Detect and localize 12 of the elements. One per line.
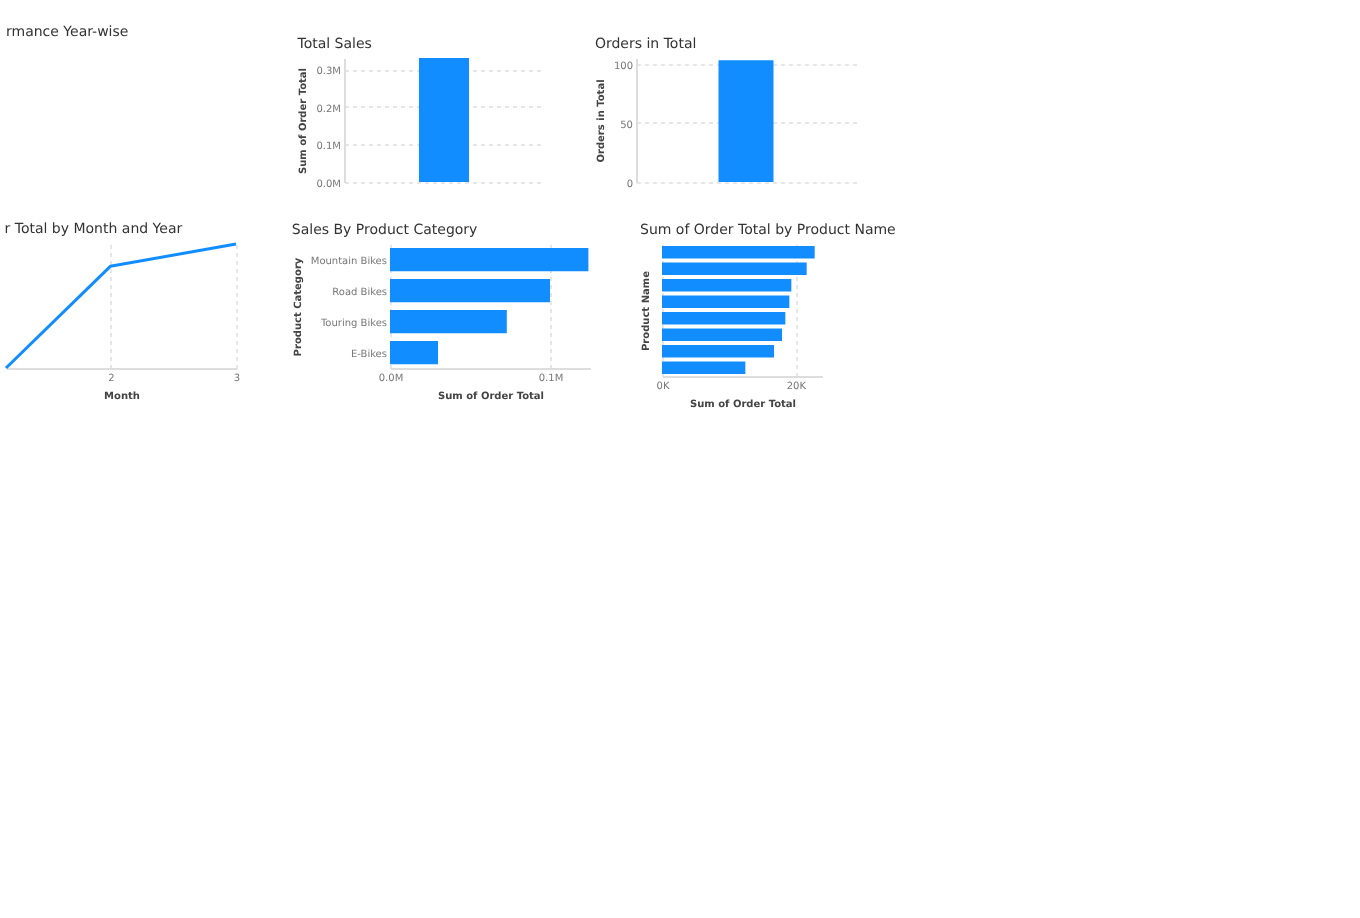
bar — [662, 345, 774, 358]
bar — [662, 361, 746, 374]
bar — [662, 295, 790, 308]
bar — [390, 247, 589, 272]
bar — [390, 340, 438, 365]
bar — [390, 309, 507, 334]
bar — [390, 278, 550, 303]
bar — [662, 328, 782, 341]
bar — [662, 246, 815, 259]
bar — [662, 279, 792, 292]
bar — [662, 262, 807, 275]
bar — [662, 312, 786, 325]
